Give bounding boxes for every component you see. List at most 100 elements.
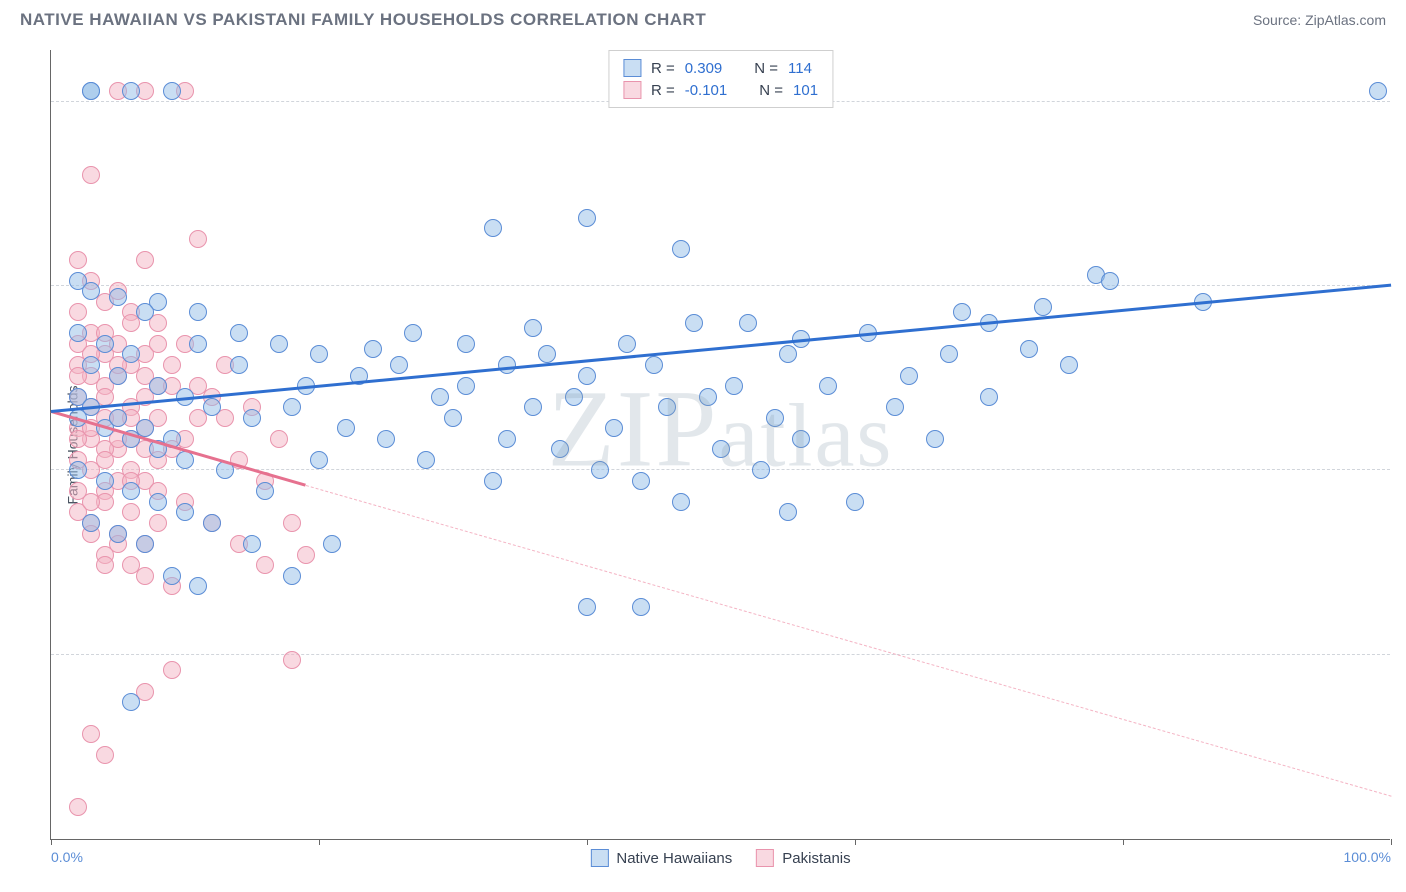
legend-item-hawaiians: Native Hawaiians [590,849,732,867]
data-point [82,493,100,511]
plot-area: 47.5%82.5%0.0%100.0% [51,50,1390,839]
data-point [900,367,918,385]
data-point [96,556,114,574]
data-point [632,598,650,616]
data-point [189,577,207,595]
legend-row-pakistanis: R = -0.101 N = 101 [623,79,818,101]
data-point [390,356,408,374]
x-tick-label: 0.0% [51,849,83,865]
legend-series: Native Hawaiians Pakistanis [590,849,850,867]
data-point [658,398,676,416]
n-label: N = [759,82,783,99]
data-point [82,166,100,184]
data-point [230,356,248,374]
chart-container: Family Households ZIPatlas 47.5%82.5%0.0… [50,50,1390,840]
data-point [591,461,609,479]
data-point [685,314,703,332]
data-point [337,419,355,437]
data-point [886,398,904,416]
data-point [122,82,140,100]
data-point [578,598,596,616]
data-point [149,514,167,532]
data-point [283,567,301,585]
data-point [149,335,167,353]
r-label: R = [651,82,675,99]
data-point [69,430,87,448]
data-point [243,409,261,427]
data-point [377,430,395,448]
data-point [980,388,998,406]
chart-header: NATIVE HAWAIIAN VS PAKISTANI FAMILY HOUS… [0,0,1406,38]
data-point [163,567,181,585]
data-point [1101,272,1119,290]
data-point [926,430,944,448]
data-point [819,377,837,395]
x-tick [319,839,320,845]
data-point [283,398,301,416]
data-point [632,472,650,490]
data-point [524,398,542,416]
data-point [605,419,623,437]
data-point [457,335,475,353]
data-point [69,798,87,816]
legend-row-hawaiians: R = 0.309 N = 114 [623,57,818,79]
data-point [96,472,114,490]
data-point [122,503,140,521]
data-point [739,314,757,332]
data-point [940,345,958,363]
data-point [109,409,127,427]
data-point [82,282,100,300]
x-tick [1391,839,1392,845]
data-point [270,335,288,353]
data-point [96,451,114,469]
data-point [69,324,87,342]
r-value: -0.101 [685,82,728,99]
swatch-pink-icon [623,81,641,99]
data-point [149,377,167,395]
data-point [243,535,261,553]
data-point [82,356,100,374]
data-point [189,303,207,321]
data-point [149,493,167,511]
data-point [1060,356,1078,374]
r-value: 0.309 [685,60,723,77]
data-point [578,209,596,227]
data-point [69,303,87,321]
data-point [163,82,181,100]
data-point [136,567,154,585]
data-point [672,493,690,511]
data-point [163,356,181,374]
legend-label: Pakistanis [782,850,850,867]
data-point [484,219,502,237]
chart-source: Source: ZipAtlas.com [1253,12,1386,28]
swatch-pink-icon [756,849,774,867]
legend-correlation: R = 0.309 N = 114 R = -0.101 N = 101 [608,50,833,108]
data-point [283,651,301,669]
data-point [122,482,140,500]
data-point [1369,82,1387,100]
legend-label: Native Hawaiians [616,850,732,867]
swatch-blue-icon [623,59,641,77]
data-point [69,251,87,269]
data-point [404,324,422,342]
data-point [176,451,194,469]
data-point [82,82,100,100]
data-point [444,409,462,427]
data-point [310,345,328,363]
data-point [189,335,207,353]
data-point [109,367,127,385]
data-point [203,514,221,532]
data-point [846,493,864,511]
data-point [69,461,87,479]
data-point [524,319,542,337]
data-point [457,377,475,395]
data-point [256,556,274,574]
data-point [122,693,140,711]
x-tick [855,839,856,845]
data-point [766,409,784,427]
data-point [431,388,449,406]
data-point [310,451,328,469]
chart-title: NATIVE HAWAIIAN VS PAKISTANI FAMILY HOUS… [20,10,706,30]
data-point [752,461,770,479]
data-point [270,430,288,448]
